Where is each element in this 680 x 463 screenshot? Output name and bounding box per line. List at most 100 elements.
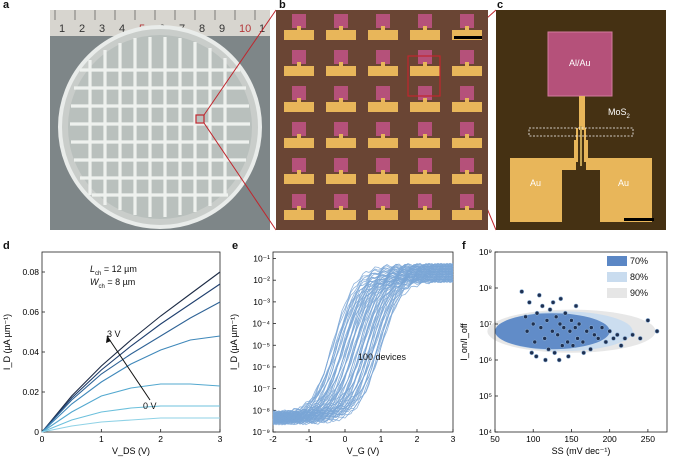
wch-sub: ch [98, 283, 105, 290]
data-point [565, 339, 570, 345]
array-pad-gold [326, 102, 356, 112]
array-channel [465, 206, 469, 212]
pad-left-label: Au [530, 178, 542, 188]
transfer-curve [272, 263, 454, 416]
array-pad-pink [418, 194, 432, 208]
y-tick-label: 10⁻⁵ [253, 340, 270, 350]
array-pad-gold [410, 30, 440, 40]
array-pad-gold [326, 138, 356, 148]
x-tick-label: 2 [415, 434, 420, 444]
array-pad-pink [334, 158, 348, 172]
array-channel [381, 62, 385, 68]
array-pad-gold [368, 138, 398, 148]
data-point [561, 325, 567, 330]
device-array-photo [276, 10, 488, 230]
data-point [599, 325, 605, 330]
x-axis-label: SS (mV dec⁻¹) [552, 446, 611, 456]
array-pad-pink [460, 194, 474, 208]
ruler-number: 10 [239, 23, 251, 35]
lch-sub: ch [95, 270, 102, 277]
array-channel [423, 98, 427, 104]
array-channel [297, 206, 301, 212]
legend-swatch [607, 256, 627, 266]
data-point [615, 332, 620, 338]
y-tick-label: 10⁻⁷ [253, 384, 270, 394]
wch-value: = 8 µm [104, 277, 136, 287]
data-point [538, 325, 544, 330]
series-line [41, 335, 221, 433]
arrow-bottom-label: 0 V [143, 401, 157, 411]
wafer-photo: 123456789101 [50, 10, 270, 230]
y-tick-label: 10⁻³ [253, 297, 270, 307]
legend-swatch [607, 288, 627, 298]
x-tick-label: 50 [490, 434, 500, 444]
device-array-drawing [284, 14, 482, 220]
array-pad-pink [334, 86, 348, 100]
y-tick-label: 10⁶ [479, 355, 492, 365]
data-point [532, 339, 538, 345]
data-point [607, 328, 612, 334]
array-channel [297, 170, 301, 176]
transfer-curve [272, 271, 454, 421]
x-tick-label: 0 [40, 434, 45, 444]
x-tick-label: 1 [99, 434, 104, 444]
channel-label-text: MoS [608, 107, 627, 117]
y-tick-label: 0.06 [22, 307, 39, 317]
single-device-drawing [510, 31, 654, 222]
array-pad-gold [452, 30, 482, 40]
array-pad-pink [334, 50, 348, 64]
data-point [543, 357, 548, 363]
array-pad-gold [284, 210, 314, 220]
data-point [519, 289, 525, 294]
x-axis-label: V_G (V) [347, 446, 380, 456]
array-channel [465, 62, 469, 68]
x-tick-label: 150 [564, 434, 578, 444]
y-tick-label: 10⁸ [479, 283, 492, 293]
y-tick-label: 10⁵ [479, 391, 492, 401]
data-point [533, 354, 539, 359]
series-line [41, 417, 220, 433]
y-tick-label: 10⁴ [479, 427, 492, 437]
y-tick-label: 0.08 [22, 267, 39, 277]
data-point [527, 300, 532, 305]
y-axis-label: I_D (µA µm⁻¹) [2, 314, 12, 370]
series-line [41, 383, 221, 433]
x-tick-label: 3 [451, 434, 456, 444]
ruler-number: 1 [59, 23, 65, 35]
x-tick-label: 1 [379, 434, 384, 444]
array-pad-gold [326, 66, 356, 76]
ruler-number: 3 [99, 23, 105, 35]
array-pad-gold [368, 210, 398, 220]
data-point [654, 328, 660, 334]
y-axis-label: I_D (µA µm⁻¹) [229, 314, 239, 370]
array-pad-pink [292, 50, 306, 64]
plot-frame [41, 251, 221, 433]
array-channel [297, 62, 301, 68]
lch-symbol: L [90, 264, 96, 274]
wch-symbol: W [90, 277, 99, 287]
data-point [618, 343, 624, 348]
array-pad-gold [410, 102, 440, 112]
data-point [547, 307, 553, 312]
devices-annotation: 100 devices [358, 352, 407, 362]
arrow-top-label: 3 V [107, 329, 121, 339]
x-tick-label: 0 [343, 434, 348, 444]
data-point [523, 314, 528, 320]
data-point [592, 332, 597, 338]
array-channel [423, 26, 427, 32]
array-pad-pink [418, 14, 432, 28]
data-point [581, 350, 586, 356]
pad-top-label: Al/Au [569, 58, 591, 68]
array-pad-pink [334, 14, 348, 28]
ruler-number: 2 [79, 23, 85, 35]
array-channel [339, 206, 343, 212]
data-point [556, 357, 562, 363]
panel-label-f: f [462, 240, 466, 252]
array-channel [381, 206, 385, 212]
data-point [537, 292, 542, 298]
array-pad-gold [410, 174, 440, 184]
data-point [645, 318, 651, 323]
array-pad-pink [292, 14, 306, 28]
array-channel [339, 26, 343, 32]
data-point [550, 300, 556, 305]
